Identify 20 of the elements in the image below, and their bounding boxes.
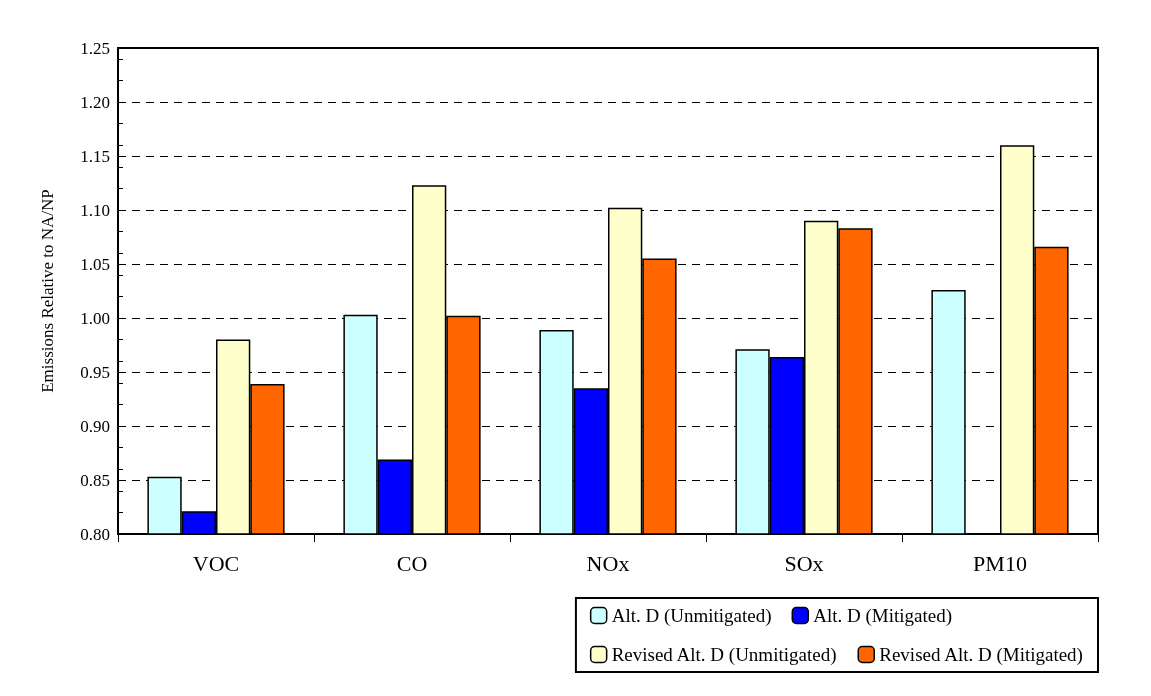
- y-tick-label: 0.95: [80, 362, 110, 382]
- x-tick-label: NOx: [586, 550, 630, 576]
- legend-label: Revised Alt. D (Unmitigated): [611, 644, 837, 666]
- y-tick-label: 0.85: [80, 470, 110, 490]
- x-tick-label: SOx: [784, 550, 824, 576]
- y-axis-title: Emissions Relative to NA/NP: [38, 189, 57, 393]
- y-tick-label: 0.90: [80, 416, 110, 436]
- y-tick-label: 1.25: [80, 38, 110, 58]
- y-tick-label: 1.10: [80, 200, 110, 220]
- y-tick-label: 1.00: [80, 308, 110, 328]
- legend-label: Alt. D (Unmitigated): [611, 605, 772, 627]
- x-tick-label: PM10: [973, 550, 1027, 576]
- y-tick-label: 1.15: [80, 146, 110, 166]
- y-tick-label: 0.80: [80, 524, 110, 544]
- legend-label: Alt. D (Mitigated): [813, 605, 953, 627]
- y-tick-label: 1.20: [80, 92, 110, 112]
- x-tick-label: CO: [396, 550, 428, 576]
- x-tick-label: VOC: [192, 550, 240, 576]
- legend-label: Revised Alt. D (Mitigated): [879, 644, 1083, 666]
- y-tick-label: 1.05: [80, 254, 110, 274]
